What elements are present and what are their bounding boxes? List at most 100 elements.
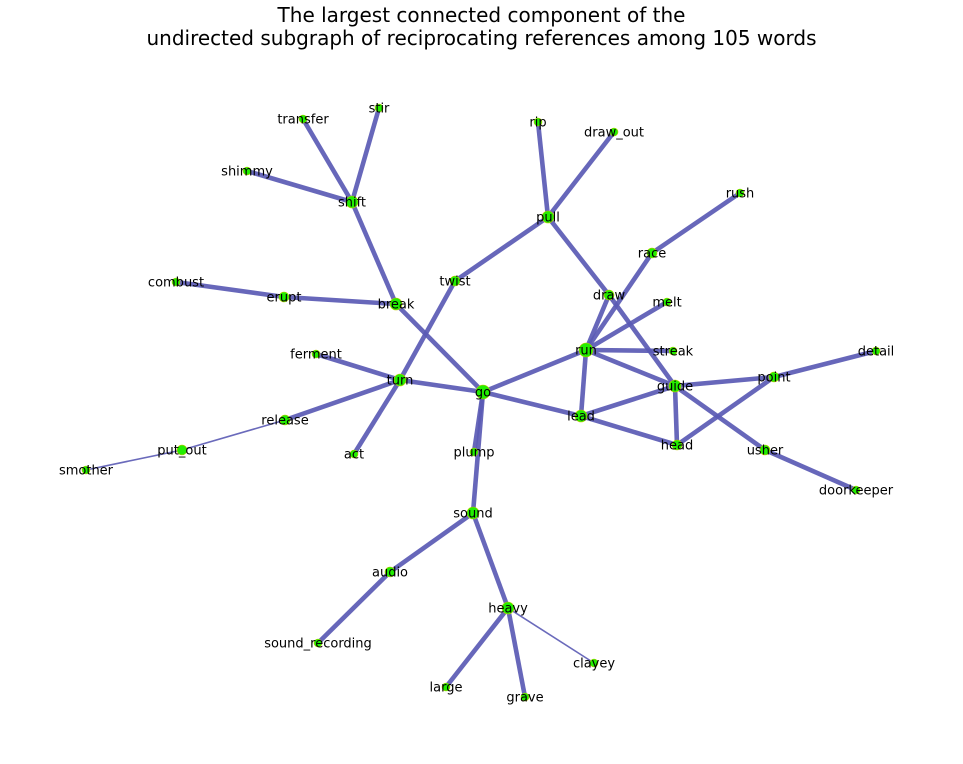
node-label-stir: stir <box>369 102 390 117</box>
edge-rush-race <box>650 191 742 255</box>
node-label-pull: pull <box>536 211 560 226</box>
node-turn <box>393 373 407 387</box>
node-label-transfer: transfer <box>277 113 329 128</box>
edge-point-detail <box>773 348 877 380</box>
node-streak <box>668 346 678 356</box>
node-melt <box>662 297 672 307</box>
node-clayey <box>589 658 599 668</box>
edge-run-lead <box>578 349 589 417</box>
edge-pull-twist <box>453 215 550 283</box>
node-label-melt: melt <box>652 296 681 311</box>
node-detail <box>871 346 881 356</box>
edge-erupt-break <box>283 294 397 307</box>
node-label-combust: combust <box>148 276 204 291</box>
node-label-guide: guide <box>657 380 693 395</box>
edge-heavy-clayey <box>507 607 595 664</box>
title-line-2: undirected subgraph of reciprocating ref… <box>146 26 817 50</box>
edge-stir-shift <box>349 107 382 203</box>
node-transfer <box>298 114 308 124</box>
node-label-turn: turn <box>387 374 414 389</box>
node-label-audio: audio <box>372 566 408 581</box>
node-pull <box>541 210 555 224</box>
node-label-put_out: put_out <box>157 444 206 459</box>
node-rip <box>533 117 543 127</box>
node-large <box>441 682 451 692</box>
node-label-doorkeeper: doorkeeper <box>819 484 894 499</box>
node-label-usher: usher <box>747 444 784 459</box>
edge-run-go <box>482 347 587 395</box>
edge-turn-release <box>284 377 401 423</box>
node-label-lead: lead <box>567 410 595 425</box>
edge-twist-turn <box>397 279 458 382</box>
node-sound_recording <box>313 638 323 648</box>
node-act <box>349 449 359 459</box>
node-label-rip: rip <box>529 116 546 131</box>
edge-heavy-grave <box>505 607 528 698</box>
edge-break-go <box>394 302 485 394</box>
node-combust <box>171 277 181 287</box>
node-label-sound_recording: sound_recording <box>264 637 372 652</box>
node-label-race: race <box>638 247 666 262</box>
node-label-twist: twist <box>439 275 470 290</box>
edge-combust-erupt <box>175 279 285 300</box>
node-label-act: act <box>344 448 364 463</box>
node-label-point: point <box>757 371 790 386</box>
edge-put_out-smother <box>85 449 183 471</box>
edge-draw-run <box>583 294 612 351</box>
node-label-plump: plump <box>453 446 494 461</box>
edge-turn-act <box>352 378 402 456</box>
node-label-draw: draw <box>593 289 626 304</box>
node-label-run: run <box>575 344 597 359</box>
node-lead <box>574 409 588 423</box>
node-heavy <box>501 601 515 615</box>
edge-lead-head <box>580 413 678 448</box>
node-point <box>768 371 780 383</box>
node-break <box>389 297 403 311</box>
node-erupt <box>278 291 290 303</box>
edge-point-head <box>675 375 776 447</box>
node-label-rush: rush <box>726 187 755 202</box>
edge-usher-doorkeeper <box>764 447 857 493</box>
edge-audio-sound_recording <box>316 570 392 645</box>
edge-sound-audio <box>388 511 475 574</box>
node-usher <box>759 444 771 456</box>
node-shift <box>345 195 359 209</box>
node-label-shift: shift <box>338 196 366 211</box>
node-go <box>475 384 491 400</box>
node-label-ferment: ferment <box>290 348 342 363</box>
edge-turn-go <box>399 377 484 395</box>
edge-run-streak <box>585 347 674 354</box>
node-grave <box>520 692 530 702</box>
edge-shift-break <box>349 201 399 305</box>
node-put_out <box>176 444 188 456</box>
edge-guide-usher <box>673 384 767 452</box>
edge-draw-guide <box>607 293 677 388</box>
edge-transfer-shift <box>301 117 354 204</box>
node-rush <box>735 188 745 198</box>
node-draw_out <box>609 127 619 137</box>
node-label-shimmy: shimmy <box>221 165 273 180</box>
edge-melt-run <box>584 300 669 352</box>
edge-guide-point <box>674 374 775 389</box>
edge-heavy-large <box>444 606 510 689</box>
node-label-release: release <box>261 414 308 429</box>
node-doorkeeper <box>851 485 861 495</box>
node-plump <box>469 447 479 457</box>
node-label-sound: sound <box>453 507 492 522</box>
edge-race-run <box>584 251 654 352</box>
node-label-go: go <box>475 386 491 401</box>
node-smother <box>81 465 91 475</box>
node-head <box>671 439 683 451</box>
edges-layer <box>85 107 877 698</box>
node-label-draw_out: draw_out <box>584 126 644 141</box>
edge-draw_out-pull <box>546 130 616 219</box>
node-run <box>578 342 594 358</box>
node-label-break: break <box>378 298 415 313</box>
node-label-heavy: heavy <box>488 602 528 617</box>
node-stir <box>374 103 384 113</box>
node-label-grave: grave <box>506 691 543 706</box>
edge-guide-lead <box>580 383 676 419</box>
edge-go-lead <box>482 389 582 419</box>
edge-run-guide <box>585 347 676 389</box>
